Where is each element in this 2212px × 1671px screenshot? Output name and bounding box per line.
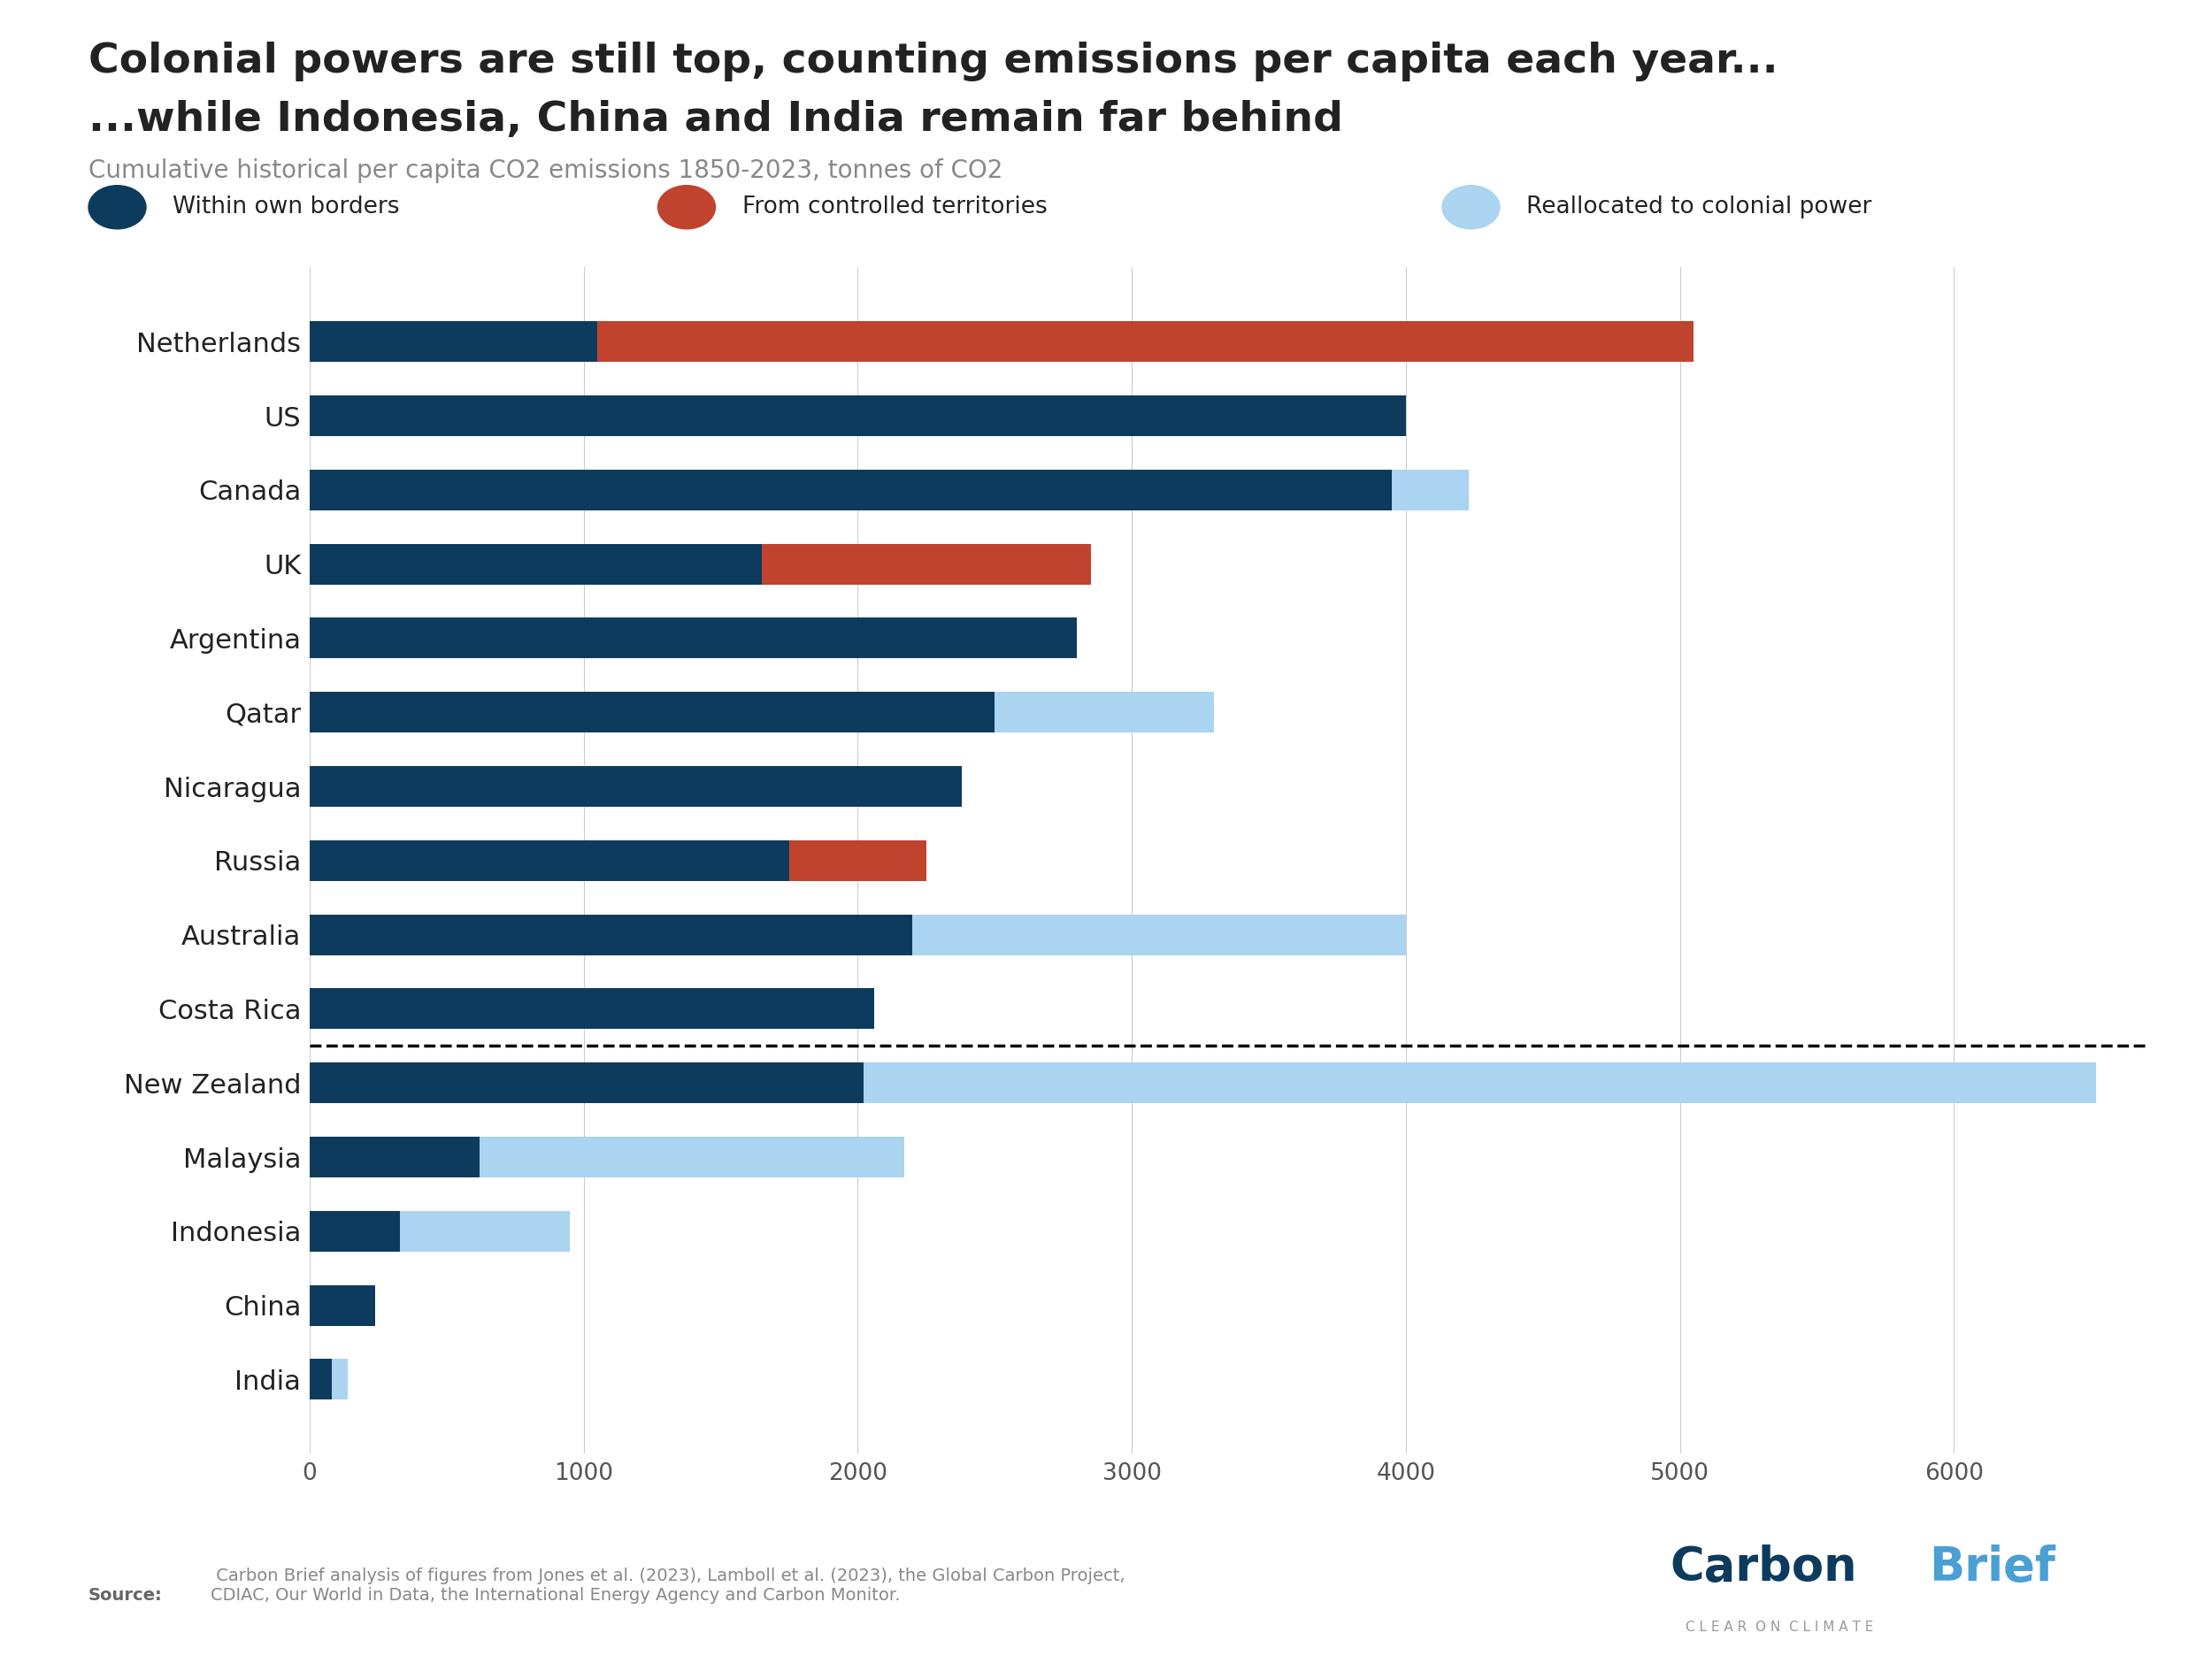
Bar [761, 543, 1091, 585]
Bar [480, 1136, 905, 1178]
Bar [310, 396, 1407, 436]
Bar [310, 1063, 863, 1103]
Bar [332, 1359, 347, 1400]
Bar [310, 321, 597, 363]
Text: From controlled territories: From controlled territories [741, 196, 1046, 219]
Text: Colonial powers are still top, counting emissions per capita each year...: Colonial powers are still top, counting … [88, 42, 1778, 82]
Bar [400, 1211, 571, 1252]
Bar [790, 841, 927, 881]
Bar [310, 1359, 332, 1400]
Text: Brief: Brief [1929, 1544, 2055, 1591]
Bar [310, 1211, 400, 1252]
Text: Carbon Brief analysis of figures from Jones et al. (2023), Lamboll et al. (2023): Carbon Brief analysis of figures from Jo… [210, 1567, 1124, 1604]
Text: Source:: Source: [88, 1587, 164, 1604]
Text: Within own borders: Within own borders [173, 196, 400, 219]
Text: Cumulative historical per capita CO2 emissions 1850-2023, tonnes of CO2: Cumulative historical per capita CO2 emi… [88, 159, 1002, 184]
Text: Carbon: Carbon [1670, 1544, 1858, 1591]
Bar [310, 989, 874, 1029]
Bar [310, 543, 761, 585]
Bar [310, 1285, 376, 1325]
Bar [310, 765, 962, 807]
Bar [995, 692, 1214, 732]
Text: Reallocated to colonial power: Reallocated to colonial power [1526, 196, 1871, 219]
Bar [310, 841, 790, 881]
Text: C L E A R  O N  C L I M A T E: C L E A R O N C L I M A T E [1686, 1621, 1874, 1634]
Bar [310, 914, 914, 956]
Bar [310, 1136, 480, 1178]
Bar [597, 321, 1694, 363]
Bar [310, 692, 995, 732]
Bar [1391, 470, 1469, 510]
Bar [310, 618, 1077, 658]
Bar [310, 470, 1391, 510]
Text: ...while Indonesia, China and India remain far behind: ...while Indonesia, China and India rema… [88, 100, 1343, 140]
Bar [863, 1063, 2097, 1103]
Bar [914, 914, 1407, 956]
